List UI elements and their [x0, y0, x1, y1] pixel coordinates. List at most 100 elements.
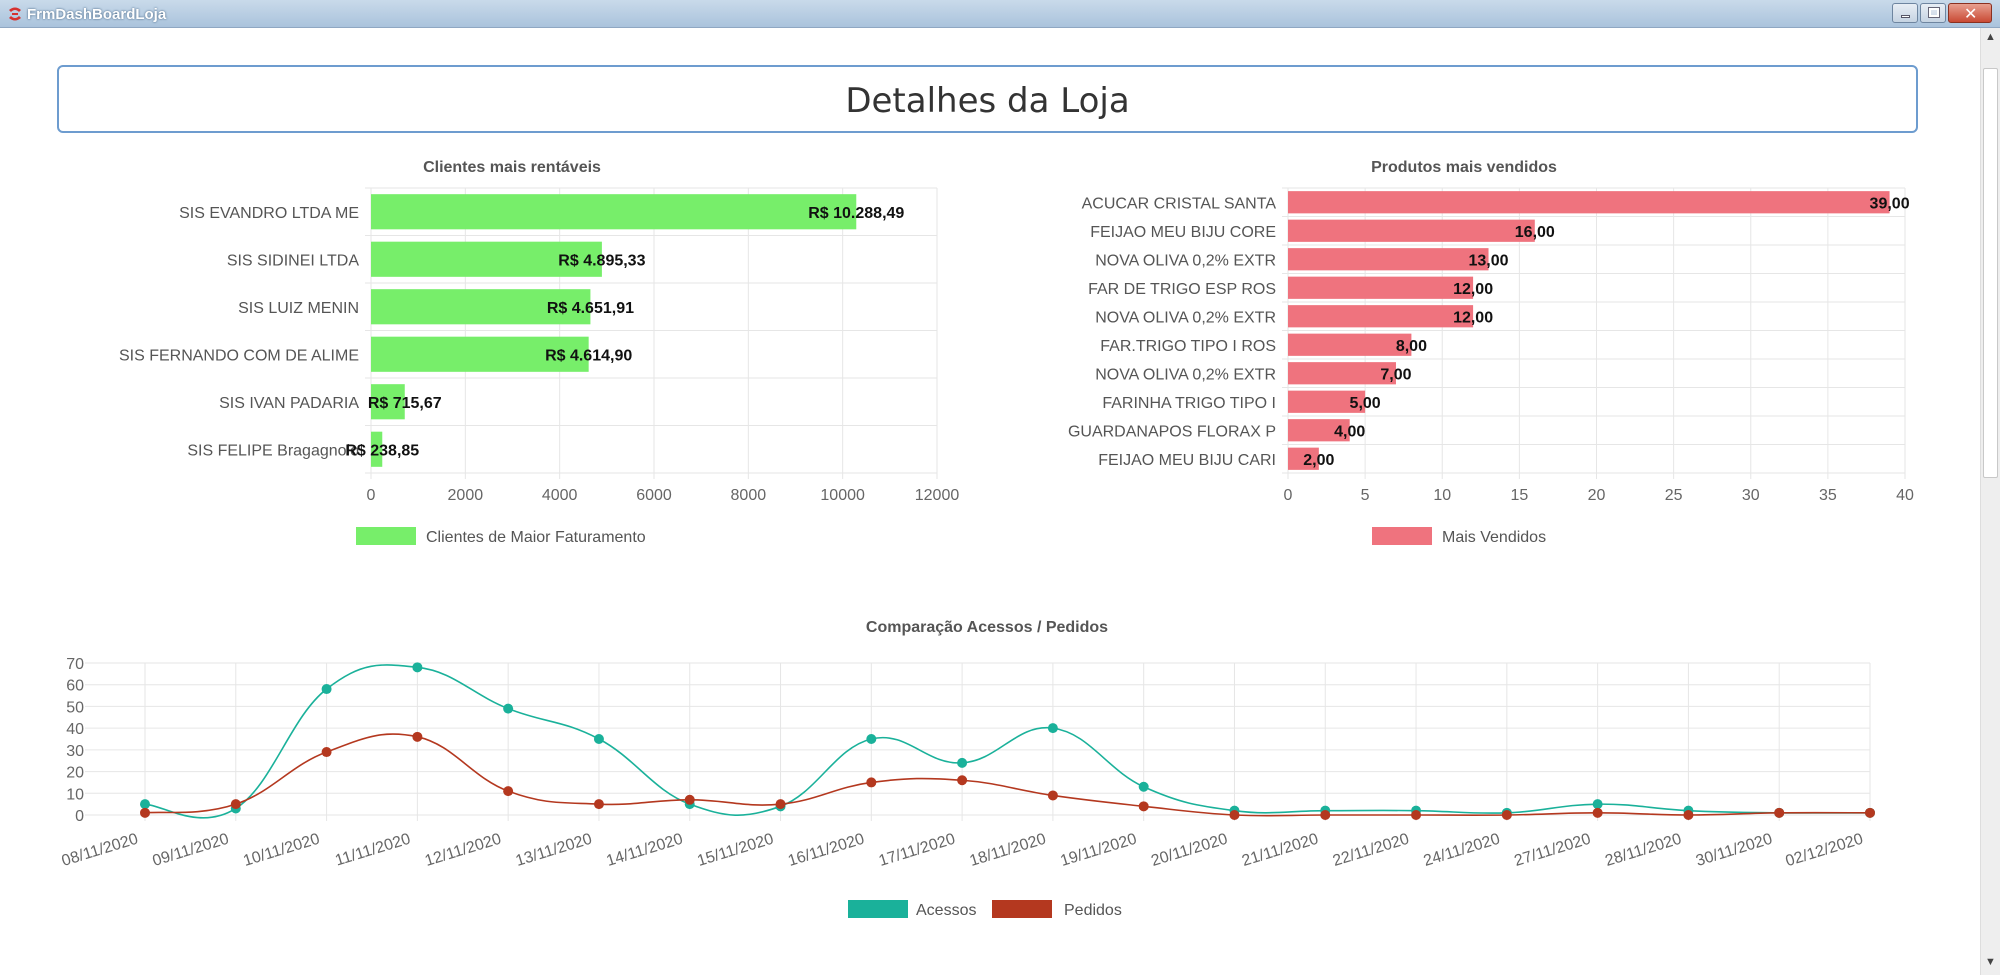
- clientes-data-label: R$ 4.895,33: [558, 252, 645, 269]
- acessos-x-tick-label: 28/11/2020: [1603, 831, 1684, 870]
- produtos-category-label: GUARDANAPOS FLORAX P: [1068, 423, 1276, 440]
- clientes-data-label: R$ 10.288,49: [808, 205, 904, 222]
- produtos-bar: [1288, 191, 1890, 214]
- clientes-legend-label: Clientes de Maior Faturamento: [426, 529, 646, 546]
- acessos-x-tick-label: 24/11/2020: [1422, 831, 1503, 870]
- acessos-data-point: [140, 799, 150, 810]
- pedidos-data-point: [230, 799, 241, 810]
- acessos-x-tick-label: 09/11/2020: [151, 831, 232, 870]
- produtos-data-label: 5,00: [1350, 395, 1381, 412]
- acessos-y-tick-label: 10: [66, 786, 84, 803]
- clientes-x-tick-label: 4000: [542, 487, 578, 504]
- produtos-data-label: 16,00: [1515, 224, 1555, 241]
- acessos-x-tick-label: 08/11/2020: [60, 831, 141, 870]
- clientes-x-tick-label: 6000: [636, 487, 672, 504]
- maximize-icon[interactable]: [1920, 3, 1946, 23]
- vertical-scrollbar[interactable]: ▲ ▼: [1980, 28, 2000, 975]
- produtos-x-tick-label: 10: [1433, 487, 1451, 504]
- clientes-bar: [371, 431, 383, 467]
- produtos-category-label: FARINHA TRIGO TIPO I: [1102, 395, 1276, 412]
- produtos-bar: [1288, 305, 1474, 328]
- pedidos-data-point: [593, 799, 604, 810]
- scroll-up-icon[interactable]: ▲: [1985, 31, 1996, 43]
- acessos-series-line: [144, 664, 1871, 819]
- produtos-category-label: NOVA OLIVA 0,2% EXTR: [1095, 366, 1276, 383]
- pedidos-data-point: [1138, 801, 1149, 812]
- acessos-chart-title: Comparação Acessos / Pedidos: [866, 619, 1108, 636]
- acessos-x-tick-label: 30/11/2020: [1694, 831, 1775, 870]
- clientes-bar-chart: Clientes mais rentáveis 0 2000 4000 6000 8000…: [119, 159, 959, 546]
- acessos-data-point: [866, 734, 877, 744]
- pedidos-data-point: [1047, 790, 1058, 801]
- acessos-x-tick-label: 22/11/2020: [1331, 831, 1412, 870]
- clientes-category-label: SIS EVANDRO LTDA ME: [179, 205, 359, 222]
- acessos-data-point: [1592, 799, 1603, 810]
- clientes-category-label: SIS FERNANDO COM DE ALIME: [119, 347, 359, 364]
- produtos-data-label: 12,00: [1453, 309, 1493, 326]
- clientes-data-label: R$ 4.651,91: [547, 300, 634, 317]
- produtos-x-tick-label: 15: [1510, 487, 1528, 504]
- acessos-x-tick-label: 11/11/2020: [333, 831, 412, 870]
- page-title: Detalhes da Loja: [845, 81, 1130, 121]
- clientes-title: Clientes mais rentáveis: [423, 159, 601, 176]
- acessos-x-tick-label: 02/12/2020: [1784, 831, 1866, 871]
- acessos-x-tick-label: 10/11/2020: [241, 831, 322, 870]
- pedidos-data-point: [140, 807, 150, 818]
- acessos-x-tick-label: 18/11/2020: [968, 831, 1049, 870]
- produtos-legend-label: Mais Vendidos: [1442, 529, 1546, 546]
- produtos-legend-swatch: [1372, 527, 1432, 545]
- scroll-thumb[interactable]: [1983, 68, 1998, 478]
- clientes-x-tick-label: 0: [367, 487, 376, 504]
- pedidos-data-point: [1774, 807, 1785, 818]
- pedidos-data-point: [1411, 810, 1422, 820]
- page-header: Detalhes da Loja: [57, 65, 1918, 133]
- acessos-x-tick-label: 20/11/2020: [1149, 831, 1230, 870]
- clientes-x-tick-label: 2000: [448, 487, 484, 504]
- pedidos-data-point: [1592, 807, 1603, 818]
- produtos-bar: [1288, 447, 1319, 470]
- acessos-data-point: [1138, 781, 1149, 792]
- pedidos-data-point: [684, 794, 695, 805]
- produtos-title: Produtos mais vendidos: [1371, 159, 1557, 176]
- acessos-x-tick-label: 21/11/2020: [1240, 831, 1321, 870]
- clientes-data-label: R$ 715,67: [368, 395, 442, 412]
- produtos-category-label: FAR DE TRIGO ESP ROS: [1088, 281, 1276, 298]
- clientes-data-label: R$ 4.614,90: [545, 347, 632, 364]
- clientes-bar: [371, 194, 857, 230]
- pedidos-data-point: [503, 786, 514, 797]
- produtos-category-label: FEIJAO MEU BIJU CORE: [1090, 224, 1276, 241]
- produtos-x-tick-label: 25: [1665, 487, 1683, 504]
- pedidos-data-point: [412, 731, 423, 742]
- acessos-x-tick-label: 19/11/2020: [1058, 831, 1139, 870]
- clientes-x-tick-label: 8000: [731, 487, 767, 504]
- acessos-data-point: [1047, 723, 1058, 734]
- pedidos-data-point: [1501, 810, 1512, 820]
- minimize-icon[interactable]: [1892, 3, 1918, 23]
- window-title: FrmDashBoardLoja: [27, 6, 167, 23]
- acessos-y-tick-label: 40: [66, 721, 84, 738]
- produtos-category-label: NOVA OLIVA 0,2% EXTR: [1095, 309, 1276, 326]
- pedidos-legend-label: Pedidos: [1064, 902, 1122, 919]
- acessos-x-tick-label: 15/11/2020: [695, 831, 776, 870]
- acessos-data-point: [957, 757, 968, 768]
- acessos-x-tick-label: 13/11/2020: [514, 831, 595, 870]
- produtos-data-label: 2,00: [1303, 452, 1334, 469]
- produtos-x-tick-label: 0: [1284, 487, 1293, 504]
- produtos-bar: [1288, 219, 1535, 242]
- window-titlebar: FrmDashBoardLoja ✕: [0, 0, 2000, 28]
- clientes-bar: [371, 336, 589, 372]
- produtos-bar-chart: Produtos mais vendidos 0 5 10 15 20 25 30 35 40 AC…: [1068, 159, 1914, 546]
- pedidos-data-point: [866, 777, 877, 788]
- acessos-legend-label: Acessos: [916, 902, 976, 919]
- pedidos-data-point: [1865, 807, 1875, 818]
- acessos-x-tick-label: 12/11/2020: [423, 831, 504, 870]
- scroll-down-icon[interactable]: ▼: [1985, 956, 1996, 968]
- clientes-x-tick-label: 10000: [820, 487, 865, 504]
- close-icon[interactable]: ✕: [1948, 3, 1992, 23]
- acessos-y-tick-label: 20: [66, 765, 84, 782]
- acessos-x-tick-label: 14/11/2020: [604, 831, 685, 870]
- pedidos-data-point: [1683, 810, 1694, 820]
- produtos-data-label: 8,00: [1396, 338, 1427, 355]
- pedidos-legend-swatch: [992, 900, 1052, 918]
- pedidos-data-point: [321, 747, 332, 758]
